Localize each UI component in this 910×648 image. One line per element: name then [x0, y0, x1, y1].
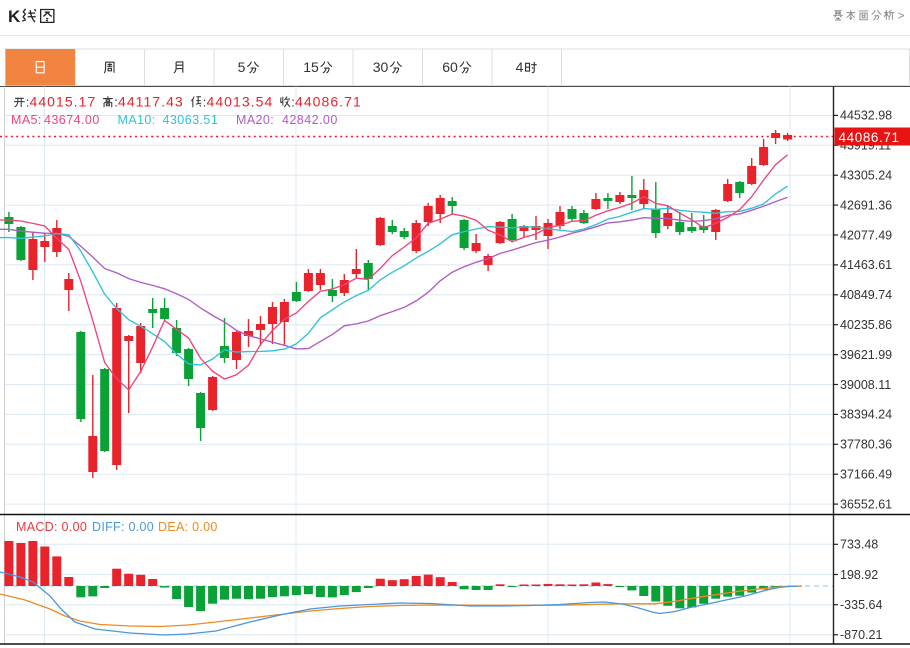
svg-text:15: 15 [303, 59, 319, 75]
svg-text:44086.71: 44086.71 [839, 130, 900, 145]
svg-text:DIFF: 0.00: DIFF: 0.00 [92, 520, 154, 534]
svg-text:39621.99: 39621.99 [840, 348, 892, 362]
svg-text:>: > [898, 9, 905, 23]
svg-text:37780.36: 37780.36 [840, 438, 892, 452]
svg-text:30: 30 [373, 59, 389, 75]
svg-text:42842.00: 42842.00 [282, 113, 338, 127]
svg-text:44086.71: 44086.71 [295, 94, 362, 110]
svg-text:42077.49: 42077.49 [840, 228, 892, 242]
svg-text:733.48: 733.48 [840, 538, 878, 552]
svg-text:41463.61: 41463.61 [840, 258, 892, 272]
svg-text:44117.43: 44117.43 [118, 94, 184, 110]
svg-text:4: 4 [516, 59, 524, 75]
svg-text:K: K [8, 7, 21, 26]
svg-text::: : [203, 95, 207, 110]
svg-text:60: 60 [442, 59, 458, 75]
svg-text::: : [114, 95, 118, 110]
svg-text:42691.36: 42691.36 [840, 198, 892, 212]
svg-text:44015.17: 44015.17 [30, 94, 97, 110]
svg-text:198.92: 198.92 [840, 568, 878, 582]
svg-text:43305.24: 43305.24 [840, 169, 892, 183]
svg-text:37166.49: 37166.49 [840, 468, 892, 482]
svg-text:40849.74: 40849.74 [840, 288, 892, 302]
svg-text:43674.00: 43674.00 [44, 113, 100, 127]
svg-text:5: 5 [238, 59, 246, 75]
svg-text:39008.11: 39008.11 [840, 378, 891, 392]
svg-text::: : [26, 95, 30, 110]
svg-text:36552.61: 36552.61 [840, 497, 892, 511]
svg-text:40235.86: 40235.86 [840, 318, 892, 332]
svg-text:DEA: 0.00: DEA: 0.00 [158, 520, 218, 534]
svg-text:38394.24: 38394.24 [840, 408, 892, 422]
svg-text:MACD: 0.00: MACD: 0.00 [16, 520, 87, 534]
svg-text::: : [291, 95, 295, 110]
svg-text:44013.54: 44013.54 [207, 94, 274, 110]
svg-text:MA5:: MA5: [11, 113, 42, 127]
svg-text:-335.64: -335.64 [840, 598, 882, 612]
svg-text:MA10:: MA10: [118, 113, 156, 127]
svg-text:44532.98: 44532.98 [840, 109, 892, 123]
svg-text:43063.51: 43063.51 [163, 113, 219, 127]
svg-text:MA20:: MA20: [236, 113, 274, 127]
svg-text:-870.21: -870.21 [840, 628, 882, 642]
